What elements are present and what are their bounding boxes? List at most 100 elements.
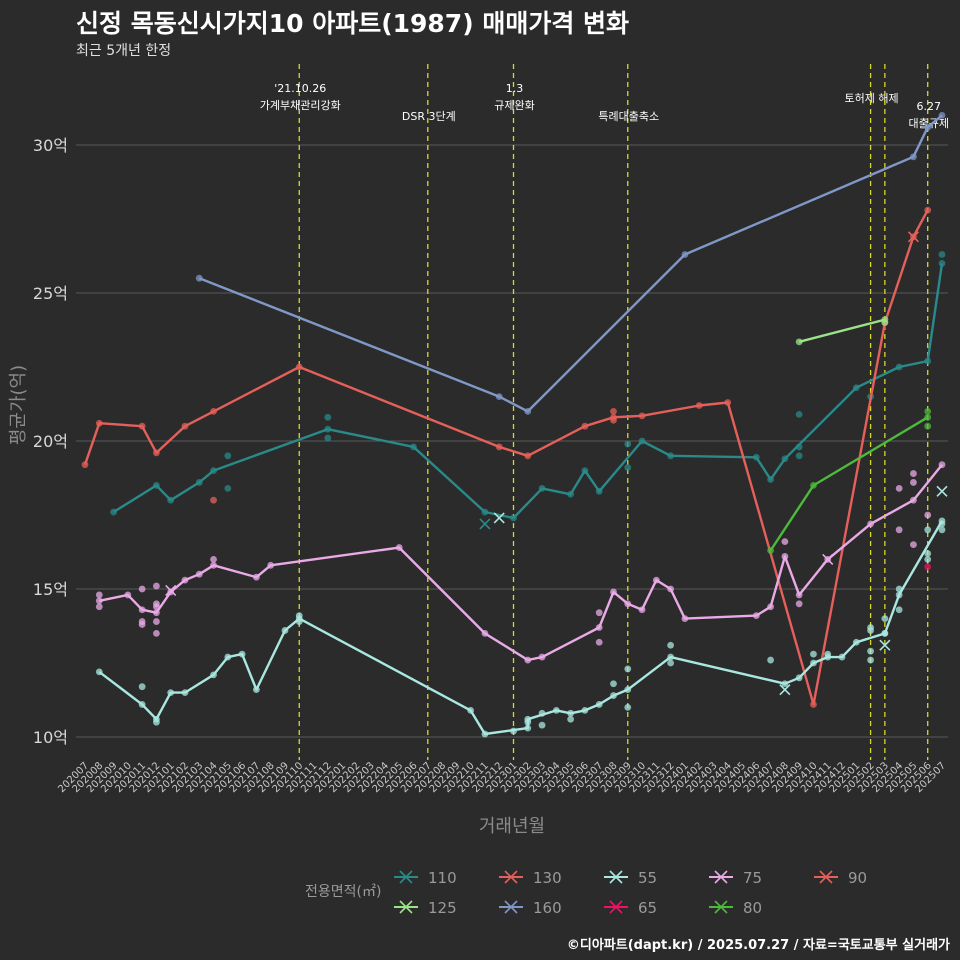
data-point-160 [495, 393, 503, 400]
data-point-75 [95, 591, 103, 599]
data-point-75 [624, 600, 632, 608]
data-point-160 [910, 153, 917, 161]
y-tick-label: 30억 [33, 136, 68, 155]
data-point-55 [181, 689, 189, 696]
data-point-110 [624, 440, 632, 448]
data-point-75 [681, 615, 689, 622]
data-point-55 [138, 701, 146, 708]
data-point-55 [881, 630, 889, 637]
data-point-110 [481, 508, 489, 516]
legend-key-x [609, 900, 623, 914]
y-tick-label: 10억 [33, 728, 68, 747]
data-point-110 [938, 251, 946, 258]
data-point-110 [767, 476, 774, 483]
data-point-55 [838, 653, 846, 661]
data-point-75 [153, 618, 160, 625]
data-point-75 [595, 624, 603, 631]
data-point-110 [195, 479, 203, 486]
event-label: DSR 3단계 [402, 110, 456, 123]
data-point-75 [781, 553, 789, 560]
data-point-110 [938, 260, 946, 267]
legend-title: 전용면적(㎡) [305, 884, 381, 900]
data-point-55 [667, 641, 675, 649]
legend-label: 130 [533, 869, 562, 887]
data-point-75 [895, 484, 903, 492]
data-point-55 [824, 650, 832, 658]
data-point-75 [767, 603, 774, 611]
event-label: 가계부채관리강화 [260, 99, 341, 112]
event-label: 특례대출축소 [598, 110, 659, 123]
data-point-80 [810, 482, 817, 489]
data-point-55 [667, 659, 675, 667]
data-point-75 [195, 570, 203, 578]
data-point-55 [924, 550, 932, 557]
data-point-55 [238, 650, 246, 658]
data-point-55 [295, 618, 303, 625]
series-line-130 [83, 209, 929, 706]
legend-key-x [504, 900, 518, 914]
source-caption: ©디아파트(dapt.kr) / 2025.07.27 / 자료=국토교통부 실… [566, 938, 950, 953]
data-point-75 [167, 588, 175, 596]
data-point-130 [95, 419, 103, 427]
legend-label: 80 [743, 899, 762, 917]
data-point-75 [910, 496, 917, 504]
data-point-110 [752, 453, 760, 461]
data-point-110 [581, 467, 589, 474]
data-point-110 [167, 496, 175, 504]
data-point-75 [153, 603, 160, 611]
data-point-75 [181, 576, 189, 584]
data-point-110 [795, 410, 803, 418]
y-tick-label: 25억 [33, 284, 68, 303]
data-point-75 [95, 597, 103, 605]
data-point-110 [638, 437, 646, 445]
data-point-110 [667, 452, 675, 460]
data-point-55 [538, 709, 546, 717]
series-layer [81, 112, 948, 738]
data-point-75 [538, 653, 546, 661]
data-point-110 [324, 425, 332, 433]
data-point-55 [624, 665, 632, 673]
data-point-55 [524, 718, 532, 726]
data-point-160 [681, 251, 689, 258]
data-point-55 [867, 656, 874, 664]
series-line-125 [798, 318, 886, 343]
chart-subtitle: 최근 5개년 한정 [76, 43, 172, 59]
x-marker-75 [822, 553, 834, 565]
data-point-75 [910, 541, 917, 548]
series-line-110 [112, 263, 944, 520]
data-point-75 [153, 609, 160, 617]
data-point-75 [752, 612, 760, 620]
event-label: 규제완화 [494, 99, 534, 112]
x-marker-55 [493, 512, 505, 524]
data-point-55 [481, 730, 489, 738]
data-point-110 [224, 452, 232, 460]
data-point-110 [324, 434, 332, 442]
data-point-55 [895, 606, 903, 614]
data-point-55 [895, 591, 903, 599]
data-point-55 [153, 718, 160, 726]
data-point-55 [581, 706, 589, 714]
data-point-80 [767, 547, 774, 554]
data-point-55 [138, 683, 146, 691]
data-point-80 [924, 408, 932, 415]
data-point-130 [581, 422, 589, 430]
data-point-75 [795, 600, 803, 608]
data-point-55 [867, 647, 874, 655]
data-point-55 [167, 689, 175, 696]
data-point-110 [410, 443, 417, 451]
data-point-55 [667, 653, 675, 661]
data-point-75 [910, 470, 917, 477]
legend-key-x [714, 900, 728, 914]
data-point-55 [610, 692, 617, 699]
data-point-130 [610, 408, 617, 415]
data-point-110 [210, 467, 217, 474]
data-point-110 [595, 487, 603, 495]
data-point-75 [595, 609, 603, 617]
data-point-55 [95, 668, 103, 676]
data-point-55 [810, 659, 817, 667]
data-point-130 [210, 496, 217, 504]
data-point-75 [610, 588, 617, 596]
data-point-110 [538, 484, 546, 492]
